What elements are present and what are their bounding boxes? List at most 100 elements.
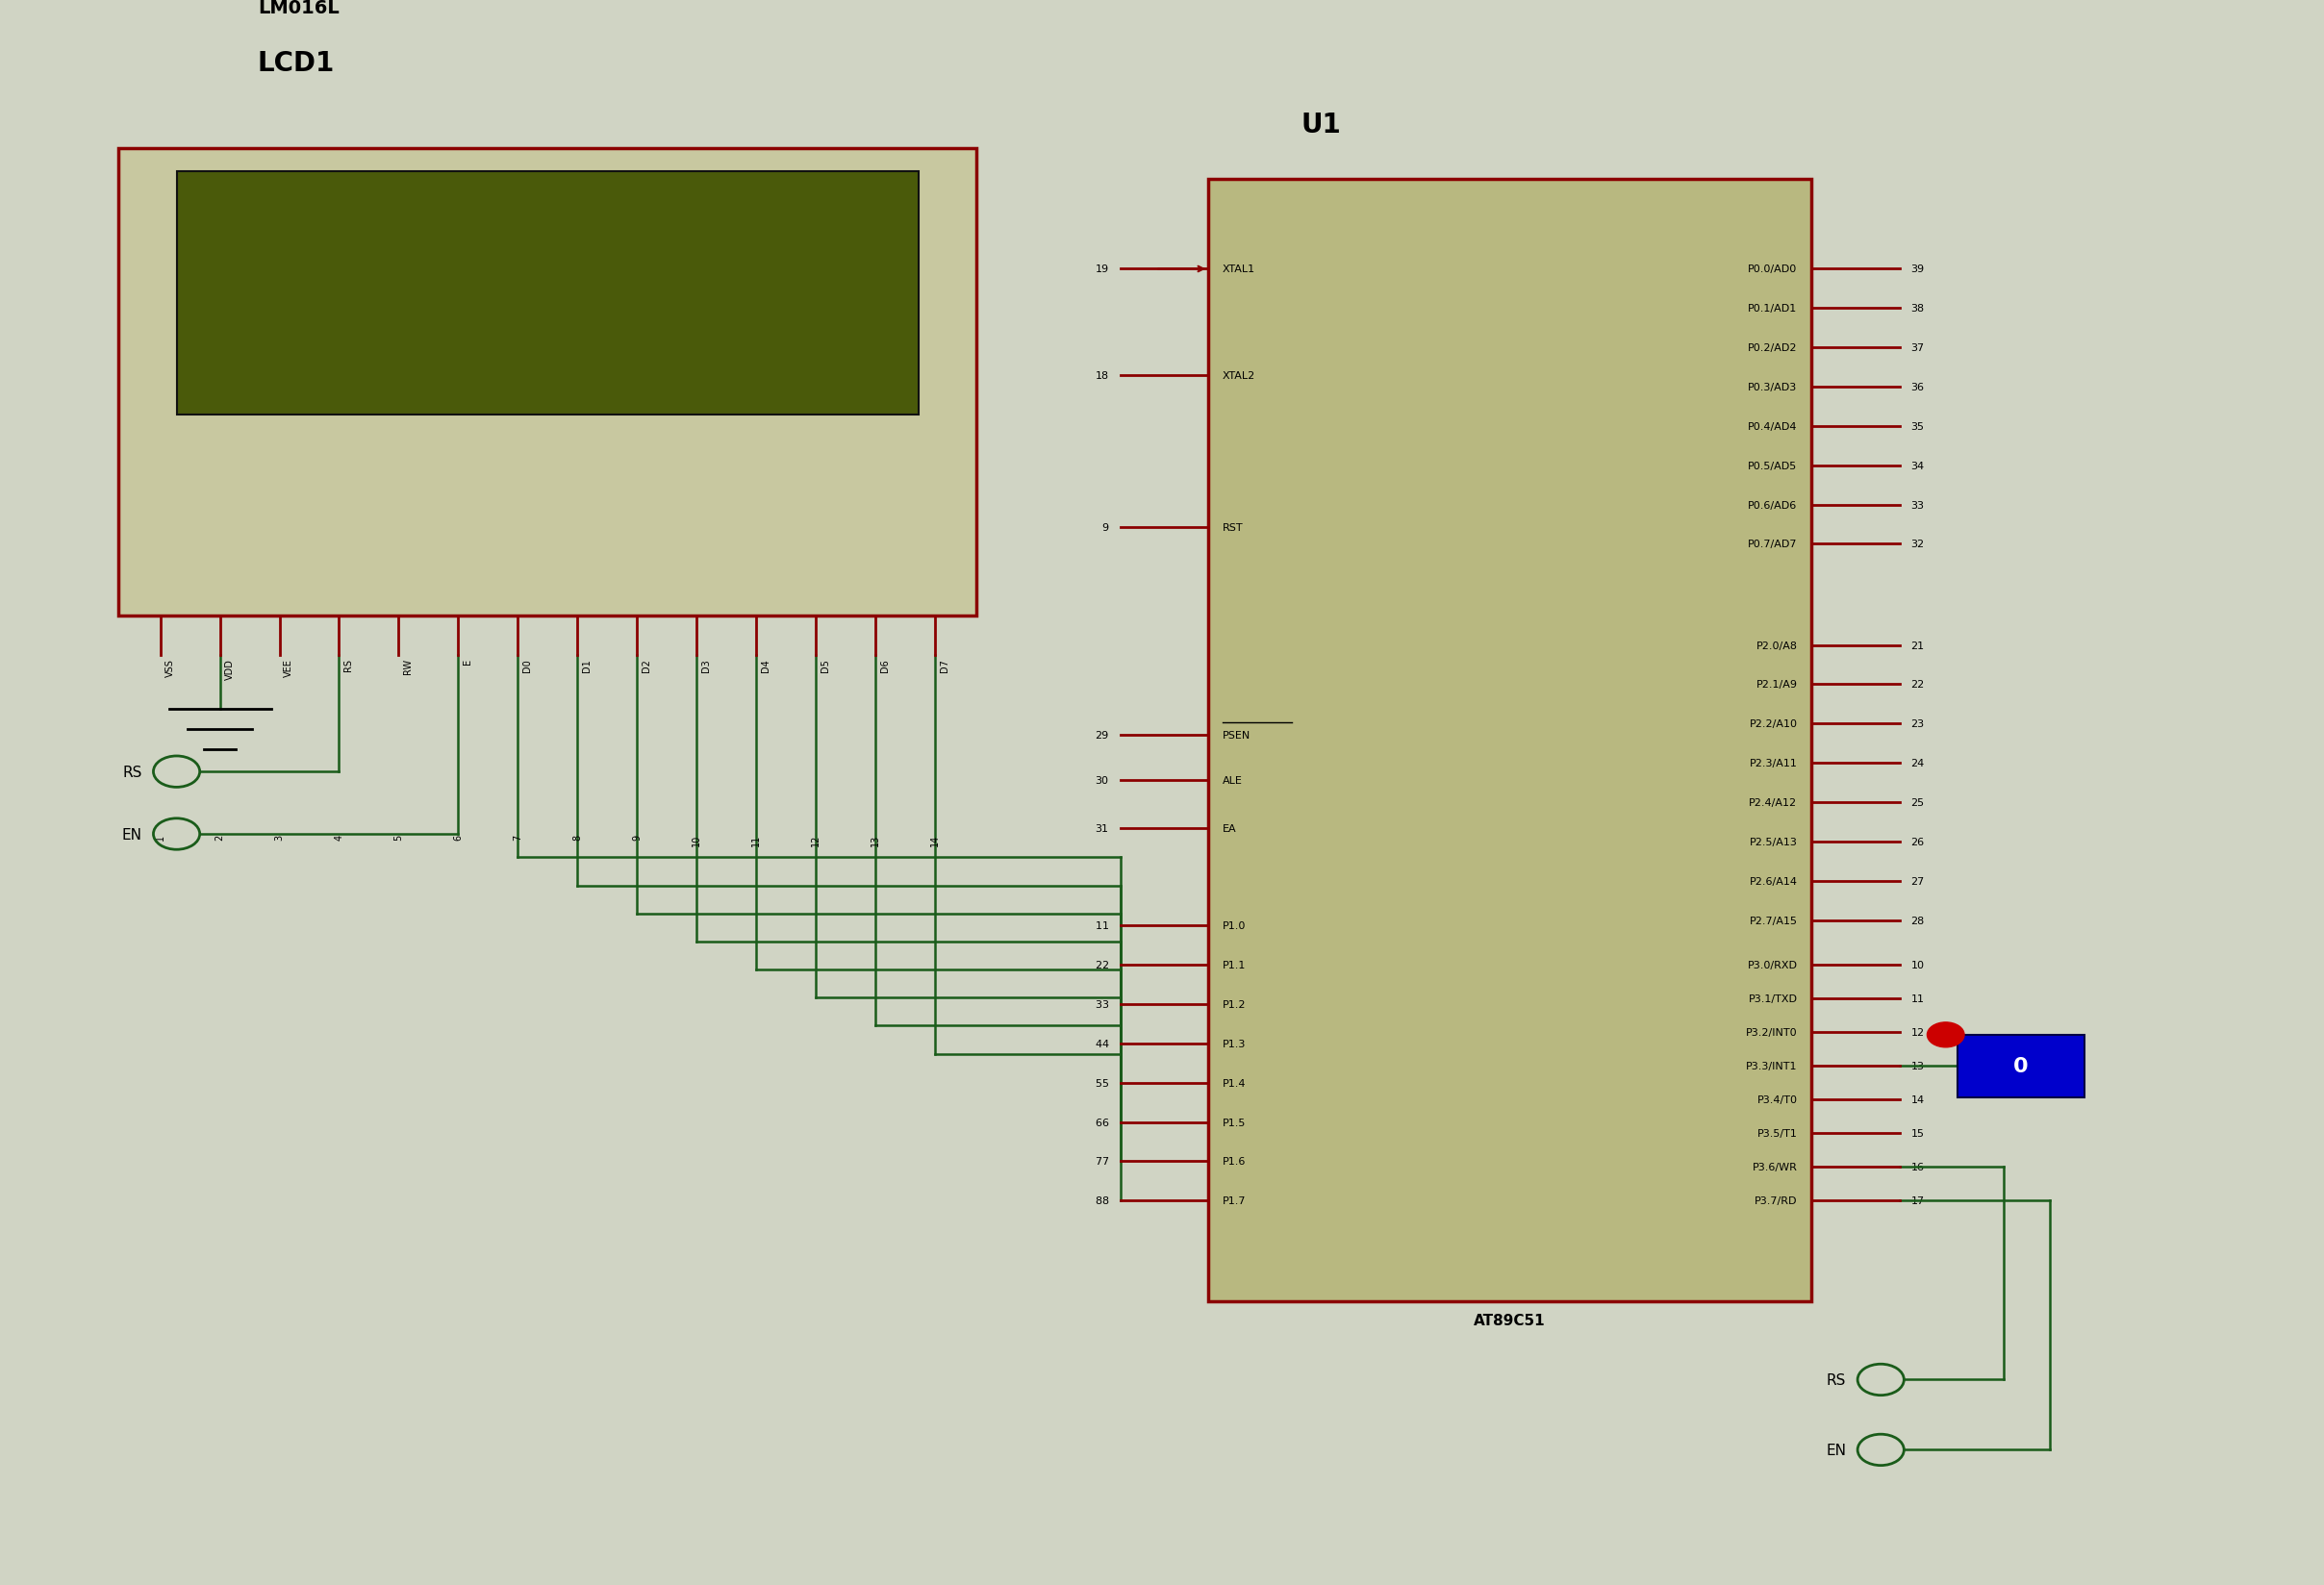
Bar [177,173,918,415]
Text: D7: D7 [939,658,948,672]
Text: 10: 10 [693,834,702,846]
Text: P3.6/WR: P3.6/WR [1752,1162,1796,1171]
Text: 34: 34 [1910,461,1924,471]
Text: P0.1/AD1: P0.1/AD1 [1748,304,1796,314]
Text: P1.1: P1.1 [1222,961,1246,970]
Text: 10: 10 [1910,961,1924,970]
Text: 12: 12 [1910,1027,1924,1037]
Text: P0.5/AD5: P0.5/AD5 [1748,461,1796,471]
Text: P3.1/TXD: P3.1/TXD [1748,994,1796,1003]
Text: P0.0/AD0: P0.0/AD0 [1748,265,1796,274]
Text: P2.6/A14: P2.6/A14 [1750,877,1796,886]
Text: P3.4/T0: P3.4/T0 [1757,1095,1796,1105]
Text: 6: 6 [1095,1117,1102,1127]
Text: 22: 22 [1910,680,1924,689]
Text: P2.5/A13: P2.5/A13 [1750,837,1796,846]
Text: P2.3/A11: P2.3/A11 [1750,759,1796,769]
Text: 3: 3 [1102,1000,1109,1010]
Text: 5: 5 [1095,1078,1102,1087]
Text: P3.5/T1: P3.5/T1 [1757,1129,1796,1138]
Text: 5: 5 [393,834,404,840]
Circle shape [1927,1022,1964,1048]
Text: 1: 1 [156,834,165,840]
Text: 29: 29 [1095,731,1109,740]
Text: VEE: VEE [284,658,293,677]
Text: 5: 5 [1102,1078,1109,1087]
Text: 4: 4 [335,834,344,840]
Text: 7: 7 [1102,1157,1109,1167]
Text: P2.4/A12: P2.4/A12 [1750,797,1796,807]
Text: 39: 39 [1910,265,1924,274]
Text: 27: 27 [1910,877,1924,886]
Text: 17: 17 [1910,1197,1924,1206]
Text: P2.2/A10: P2.2/A10 [1750,720,1796,729]
Text: 2: 2 [1102,961,1109,970]
Text: P1.7: P1.7 [1222,1197,1246,1206]
Text: 2: 2 [216,834,225,840]
Text: P2.1/A9: P2.1/A9 [1757,680,1796,689]
Text: XTAL2: XTAL2 [1222,371,1255,380]
Text: E: E [462,658,472,664]
Text: 12: 12 [811,834,820,846]
Text: D6: D6 [881,658,890,672]
Text: P2.0/A8: P2.0/A8 [1757,640,1796,650]
Text: 33: 33 [1910,501,1924,510]
Text: P3.7/RD: P3.7/RD [1755,1197,1796,1206]
Text: D2: D2 [641,658,651,672]
Text: 3: 3 [274,834,284,840]
Text: RS: RS [1827,1373,1845,1387]
Text: 6: 6 [453,834,462,840]
Text: ALE: ALE [1222,775,1243,785]
Text: 11: 11 [751,834,760,846]
Text: 1: 1 [1102,921,1109,930]
Text: 36: 36 [1910,382,1924,391]
Bar [1208,179,1810,1301]
Text: 31: 31 [1095,824,1109,834]
Text: VDD: VDD [225,658,235,680]
Text: P1.2: P1.2 [1222,1000,1246,1010]
Text: 13: 13 [1910,1062,1924,1071]
Text: 18: 18 [1095,371,1109,380]
Text: P3.2/INT0: P3.2/INT0 [1745,1027,1796,1037]
Text: PSEN: PSEN [1222,731,1250,740]
Text: EN: EN [121,827,142,842]
Bar [1957,1035,2085,1097]
Text: LCD1: LCD1 [258,49,335,76]
Text: 8: 8 [1095,1197,1102,1206]
Text: 14: 14 [930,834,939,846]
Text: P1.6: P1.6 [1222,1157,1246,1167]
Text: 38: 38 [1910,304,1924,314]
Text: U1: U1 [1301,113,1341,139]
Text: 24: 24 [1910,759,1924,769]
Text: EN: EN [1827,1442,1845,1457]
Text: 7: 7 [1095,1157,1102,1167]
Text: 0: 0 [2013,1057,2029,1076]
Text: 23: 23 [1910,720,1924,729]
Text: 21: 21 [1910,640,1924,650]
Text: 16: 16 [1910,1162,1924,1171]
Text: P0.2/AD2: P0.2/AD2 [1748,344,1796,353]
Bar [119,149,976,617]
Text: 30: 30 [1095,775,1109,785]
Text: D5: D5 [820,658,830,672]
Text: 9: 9 [1102,523,1109,533]
Text: P0.3/AD3: P0.3/AD3 [1748,382,1796,391]
Text: EA: EA [1222,824,1236,834]
Text: P1.0: P1.0 [1222,921,1246,930]
Text: 14: 14 [1910,1095,1924,1105]
Text: P3.3/INT1: P3.3/INT1 [1745,1062,1796,1071]
Text: RS: RS [344,658,353,670]
Text: 4: 4 [1102,1038,1109,1049]
Text: D3: D3 [702,658,711,672]
Text: P1.3: P1.3 [1222,1038,1246,1049]
Text: 15: 15 [1910,1129,1924,1138]
Text: 2: 2 [1095,961,1102,970]
Text: 35: 35 [1910,422,1924,431]
Text: RS: RS [123,766,142,780]
Text: RST: RST [1222,523,1243,533]
Text: 13: 13 [872,834,881,846]
Text: AT89C51: AT89C51 [1473,1314,1545,1328]
Text: VSS: VSS [165,658,174,677]
Text: 7: 7 [514,834,523,840]
Text: P1.5: P1.5 [1222,1117,1246,1127]
